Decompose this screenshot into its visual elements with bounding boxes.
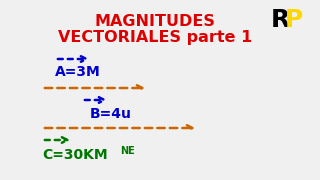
Text: MAGNITUDES: MAGNITUDES (95, 14, 215, 29)
Text: C=30KM: C=30KM (42, 148, 108, 162)
Text: P: P (285, 8, 303, 32)
Text: A=3M: A=3M (55, 65, 101, 79)
Text: B=4u: B=4u (90, 107, 132, 121)
Text: VECTORIALES parte 1: VECTORIALES parte 1 (58, 30, 252, 45)
Text: R: R (271, 8, 290, 32)
Text: NE: NE (120, 146, 135, 156)
